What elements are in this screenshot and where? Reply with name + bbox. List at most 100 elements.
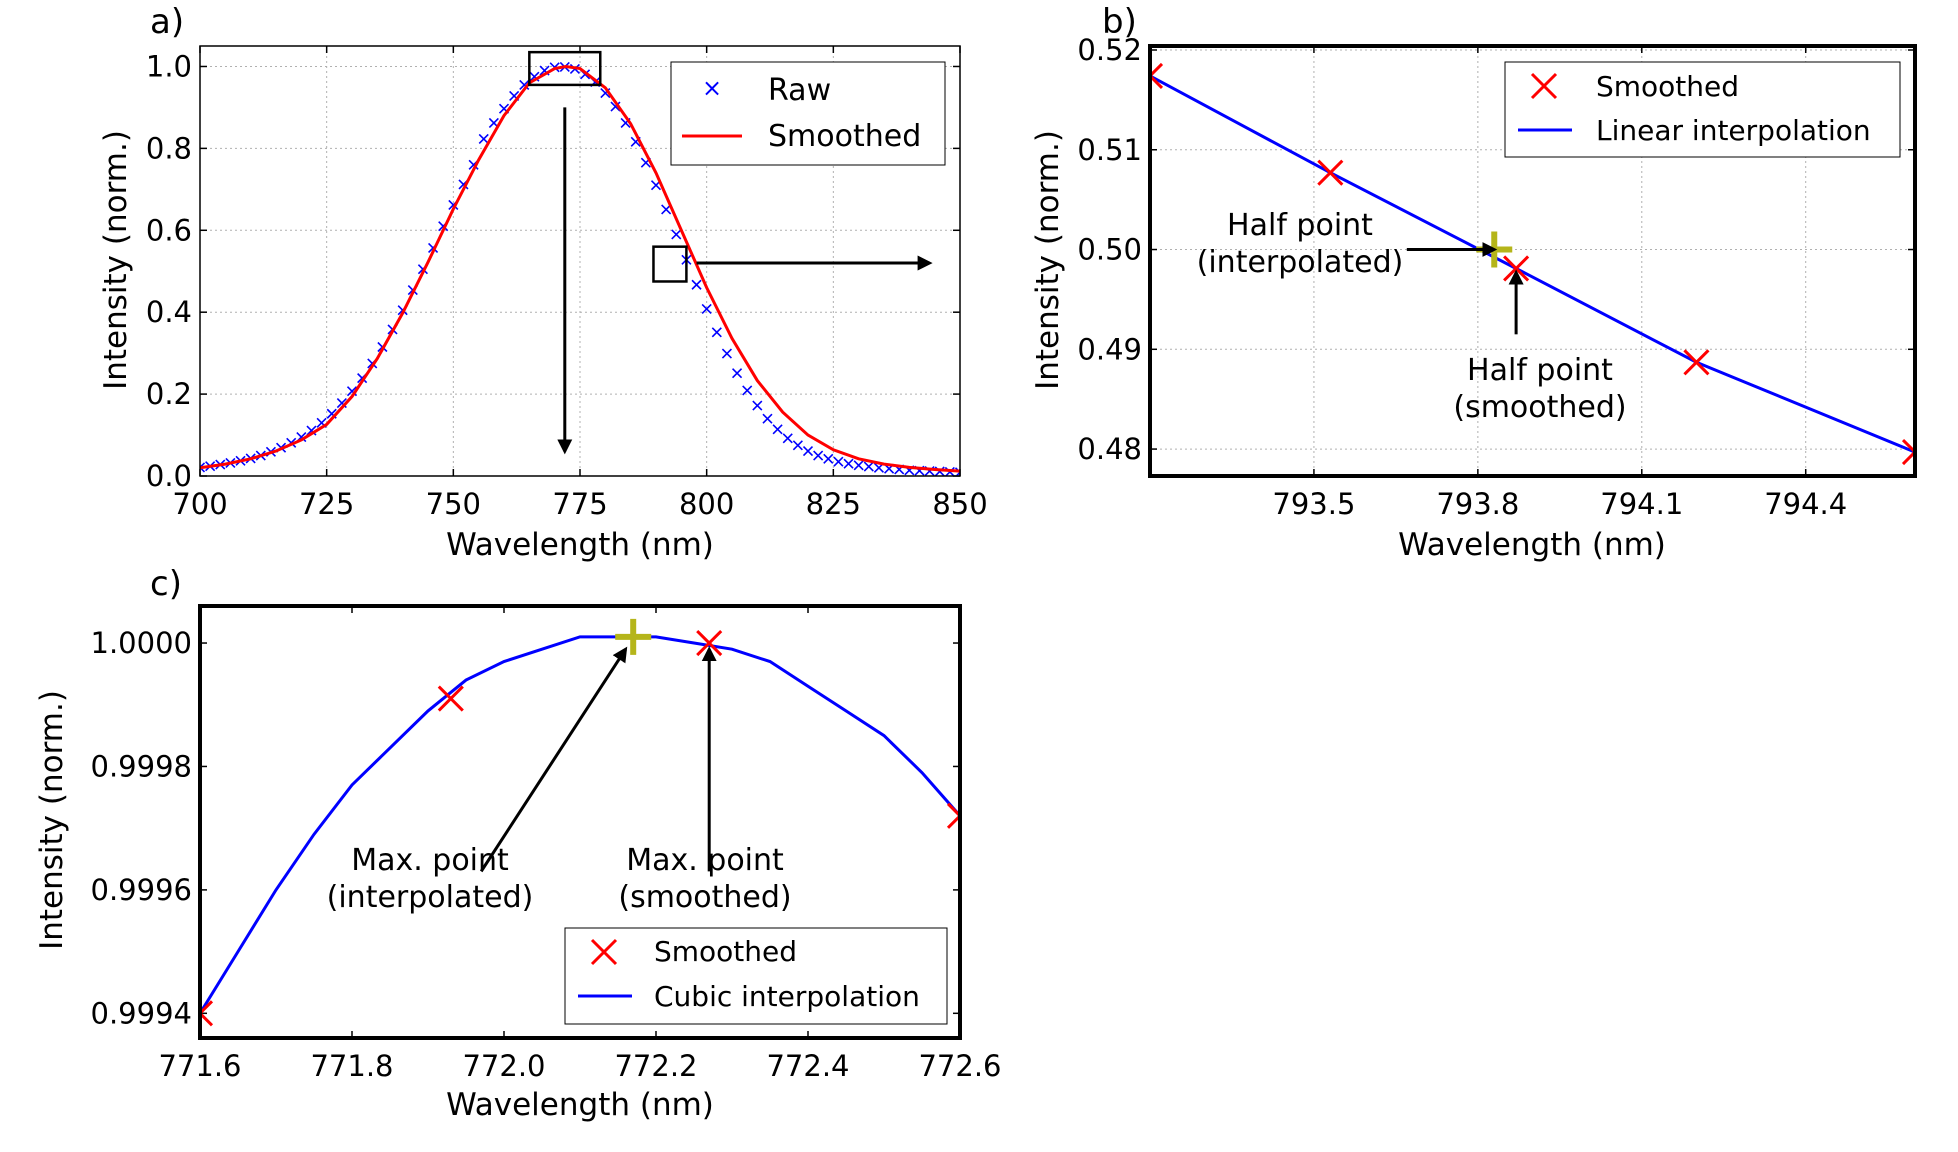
raw-point: [813, 450, 824, 461]
half-point-interpolated-label: Half point: [1227, 208, 1373, 243]
panel-b-label: b): [1102, 2, 1137, 42]
legend-b-smoothed-label: Smoothed: [1596, 70, 1739, 103]
raw-point: [691, 279, 702, 290]
max-point-interpolated-label: Max. point: [351, 843, 509, 878]
panel-c-xtick-label: 771.6: [158, 1049, 241, 1083]
raw-point: [671, 229, 682, 240]
panel-b-ytick-label: 0.52: [1077, 33, 1142, 67]
max-point-smoothed-label: Max. point: [626, 843, 784, 878]
smoothed-point: [1317, 159, 1344, 186]
panel-a-xtick-label: 700: [172, 487, 227, 521]
smoothed-point: [946, 802, 960, 829]
panel-a-xtick-label: 850: [932, 487, 987, 521]
legend-smoothed-label: Smoothed: [768, 119, 921, 154]
panel-c-ytick-label: 0.9994: [91, 996, 192, 1030]
panel-a-xtick-label: 750: [426, 487, 481, 521]
panel-a-ticks: 700 725 750 775 800 825 850 0.0 0.2 0.4 0.6 0.8 1.0: [146, 46, 988, 521]
legend-b-smoothed-marker: [1530, 72, 1558, 100]
panel-b-ytick-label: 0.49: [1077, 332, 1142, 366]
smoothed-line: [200, 64, 960, 473]
smoothed-point: [437, 685, 464, 712]
panel-a-annotations: [528, 50, 933, 455]
half-point-smoothed-label: Half point: [1467, 353, 1613, 388]
legend-raw-label: Raw: [768, 73, 831, 108]
panel-b-xlabel: Wavelength (nm): [1398, 527, 1666, 563]
panel-b-ylabel: Intensity (norm.): [1030, 130, 1066, 390]
panel-a-xtick-label: 800: [679, 487, 734, 521]
raw-point: [772, 424, 783, 435]
raw-point: [802, 445, 814, 457]
panel-a-xtick-label: 775: [552, 487, 607, 521]
panel-c-xtick-label: 771.8: [310, 1049, 393, 1083]
raw-point: [742, 385, 753, 396]
panel-b-ytick-label: 0.50: [1077, 233, 1142, 267]
panel-b-ytick-label: 0.48: [1077, 432, 1142, 466]
raw-point: [661, 204, 672, 215]
panel-b: b) 793.5 793.8 794.1 794.4 0.48 0.49 0.50 0.51 0…: [1030, 2, 1917, 563]
raw-point: [701, 303, 712, 314]
panel-c-xtick-label: 772.2: [614, 1049, 697, 1083]
panel-c-series: [200, 618, 960, 1027]
raw-point: [823, 453, 834, 464]
zoom-box: [528, 50, 602, 87]
panel-c-annotations: Max. point(interpolated)Max. point(smoot…: [327, 646, 792, 915]
panel-c-ylabel: Intensity (norm.): [34, 690, 70, 950]
panel-a-ylabel: Intensity (norm.): [98, 130, 134, 390]
panel-a-ytick-label: 0.8: [146, 131, 192, 165]
smoothed-point: [696, 629, 723, 657]
legend-c-smoothed-label: Smoothed: [654, 935, 797, 968]
half-point-interpolated-label: (interpolated): [1197, 245, 1404, 280]
panel-a-ytick-label: 0.4: [146, 295, 192, 329]
raw-point: [782, 433, 793, 444]
panel-c-legend-box: [564, 927, 948, 1025]
raw-point: [833, 456, 844, 467]
panel-b-frame: [1148, 44, 1917, 478]
raw-point: [843, 458, 854, 469]
panel-a-series: [200, 61, 960, 476]
smoothed-point: [1901, 438, 1915, 466]
max-point-interpolated-marker: [615, 618, 652, 655]
smoothed-point: [1503, 255, 1530, 282]
panel-c-frame: [198, 604, 962, 1040]
panel-c-xlabel: Wavelength (nm): [446, 1087, 714, 1123]
panel-b-xtick-label: 793.8: [1436, 487, 1519, 521]
max-point-smoothed-label: (smoothed): [618, 880, 791, 915]
panel-c-ytick-label: 1.0000: [91, 626, 192, 660]
panel-a-xtick-label: 825: [806, 487, 861, 521]
panel-a-legend: × Raw Smoothed: [670, 61, 946, 166]
panel-c-ticks: 771.6 771.8 772.0 772.2 772.4 772.6 0.9994 0.99…: [91, 606, 1002, 1083]
panel-b-ticks: 793.5 793.8 794.1 794.4 0.48 0.49 0.50 0.51 0.52: [1077, 33, 1915, 521]
smoothed-point: [1683, 349, 1710, 376]
panel-a: a) 700 725 750 775 800 825 850 0.0 0.2 0.4 0.6 0.8 1…: [98, 2, 988, 563]
panel-b-series: [1150, 62, 1915, 466]
panel-a-ytick-label: 0.6: [146, 213, 192, 247]
panel-a-ytick-label: 1.0: [146, 49, 192, 83]
panel-c-xtick-label: 772.6: [918, 1049, 1001, 1083]
raw-point: [863, 461, 874, 472]
raw-point: [610, 101, 621, 112]
cubic-interpolation-line: [200, 635, 960, 1015]
panel-c: c) 771.6 771.8 772.0 772.2 772.4 772.6 0.9994 0…: [34, 564, 1002, 1123]
panel-a-label: a): [150, 2, 184, 42]
panel-a-frame: [199, 45, 961, 477]
raw-point: [732, 368, 743, 379]
smoothed-point: [200, 1000, 214, 1027]
panel-c-ytick-label: 0.9998: [91, 749, 192, 783]
panel-a-ytick-label: 0.0: [146, 459, 192, 493]
panel-c-label: c): [150, 564, 182, 604]
panel-b-annotations: Half point(interpolated)Half point(smoot…: [1197, 208, 1627, 425]
zoom-box: [652, 245, 688, 283]
legend-c-smoothed-marker: [590, 938, 618, 966]
panel-c-legend: Smoothed Cubic interpolation: [564, 927, 948, 1025]
panel-b-xtick-label: 793.5: [1272, 487, 1355, 521]
panel-a-ytick-label: 0.2: [146, 377, 192, 411]
raw-point: [853, 460, 864, 471]
legend-b-linear-label: Linear interpolation: [1596, 114, 1871, 147]
raw-point: [792, 440, 803, 451]
raw-point: [721, 348, 732, 359]
panel-b-legend-box: [1504, 61, 1901, 158]
panel-b-ytick-label: 0.51: [1077, 133, 1142, 167]
panel-a-xlabel: Wavelength (nm): [446, 527, 714, 563]
legend-raw-marker: ×: [702, 74, 722, 102]
